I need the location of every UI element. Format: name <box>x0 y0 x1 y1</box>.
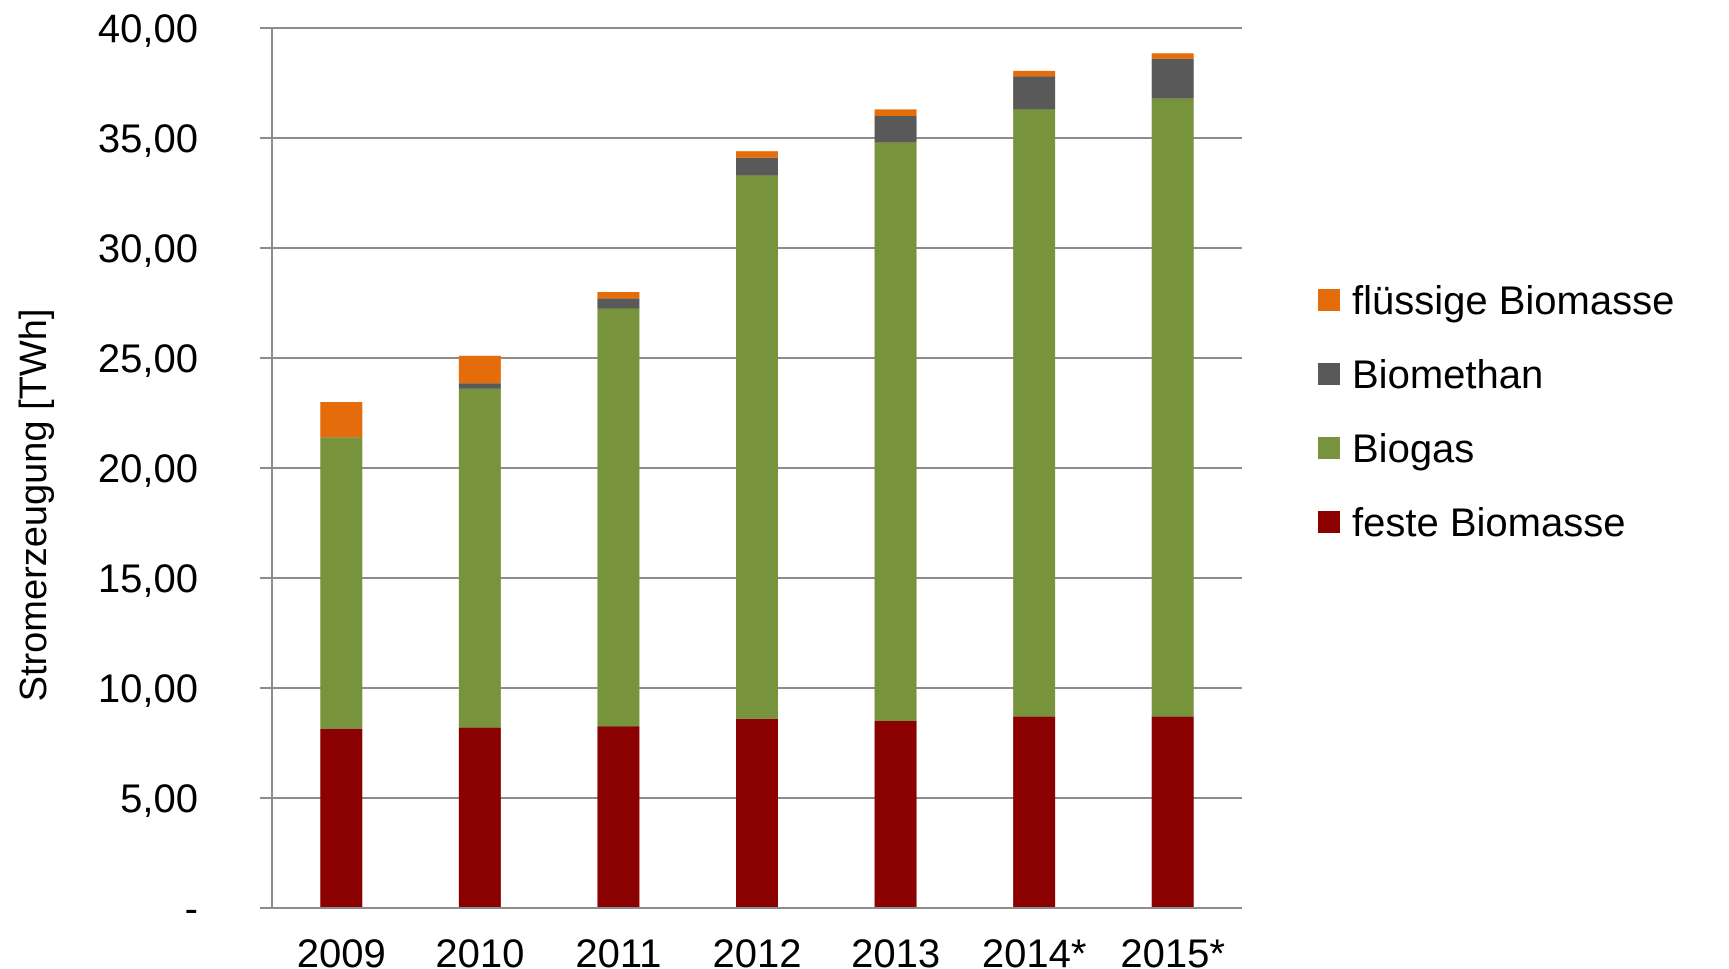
x-tick-label: 2012 <box>713 932 802 969</box>
bar-segment-fl-ssige-biomasse <box>320 402 363 438</box>
x-tick-label: 2015* <box>1120 932 1225 969</box>
x-tick-label: 2011 <box>575 932 661 969</box>
bar-segment-fl-ssige-biomasse <box>597 292 640 299</box>
y-tick-labels: - 5,00 10,00 15,00 20,00 25,00 30,00 35,00 40,00 <box>98 7 198 931</box>
bar-segment-biomethan <box>736 157 778 176</box>
bar-segment-biogas <box>320 437 363 729</box>
legend-label: Biogas <box>1352 427 1474 471</box>
bar-segment-fl-ssige-biomasse <box>874 109 917 116</box>
x-tick-label: 2010 <box>435 932 524 969</box>
y-tick-label: 15,00 <box>98 557 198 601</box>
bar-segment-fl-ssige-biomasse <box>1013 70 1056 77</box>
bar-segment-fl-ssige-biomasse <box>736 151 778 158</box>
bar-segment-feste-biomasse <box>320 728 363 908</box>
y-tick-label: 35,00 <box>98 117 198 161</box>
bar-segment-fl-ssige-biomasse <box>1151 53 1194 59</box>
x-tick-labels: 2009 2010 2011 2012 2013 2014* 2015* <box>297 932 1225 969</box>
y-tick-label: 25,00 <box>98 337 198 381</box>
bar-segment-biogas <box>1013 109 1056 717</box>
bar-segment-feste-biomasse <box>1151 716 1194 908</box>
bar-segment-biomethan <box>1013 76 1056 110</box>
legend-swatch <box>1318 511 1340 533</box>
y-tick-label: 20,00 <box>98 447 198 491</box>
bar-segment-feste-biomasse <box>874 721 917 908</box>
legend-label: feste Biomasse <box>1352 501 1625 545</box>
bar-segment-biogas <box>1151 98 1194 717</box>
bar-segment-fl-ssige-biomasse <box>458 355 501 384</box>
axes <box>260 27 1242 909</box>
y-tick-label: - <box>185 887 198 931</box>
x-tick-label: 2009 <box>297 932 386 969</box>
bar-segment-biogas <box>597 308 640 727</box>
y-tick-label: 30,00 <box>98 227 198 271</box>
bar-segment-feste-biomasse <box>597 726 640 908</box>
y-tick-label: 10,00 <box>98 667 198 711</box>
x-tick-label: 2014* <box>982 932 1087 969</box>
bar-segment-biogas <box>736 175 778 719</box>
y-tick-label: 5,00 <box>120 777 198 821</box>
bar-segment-biomethan <box>597 298 640 309</box>
bar-segment-feste-biomasse <box>458 727 501 908</box>
legend-swatch <box>1318 363 1340 385</box>
legend: flüssige Biomasse Biomethan Biogas feste Bi… <box>1318 279 1674 545</box>
legend-swatch <box>1318 289 1340 311</box>
legend-label: flüssige Biomasse <box>1352 279 1674 323</box>
y-axis-label: Stromerzeugung [TWh] <box>13 309 55 702</box>
bar-segment-biomethan <box>458 383 501 389</box>
bar-segment-biogas <box>458 388 501 728</box>
bar-segment-biogas <box>874 142 917 721</box>
legend-swatch <box>1318 437 1340 459</box>
bars <box>320 53 1194 908</box>
legend-label: Biomethan <box>1352 353 1543 397</box>
bar-segment-feste-biomasse <box>736 718 778 908</box>
bar-segment-biomethan <box>1151 58 1194 99</box>
bar-segment-feste-biomasse <box>1013 716 1056 908</box>
bar-segment-biomethan <box>874 116 917 143</box>
x-tick-label: 2013 <box>851 932 940 969</box>
y-tick-label: 40,00 <box>98 7 198 51</box>
